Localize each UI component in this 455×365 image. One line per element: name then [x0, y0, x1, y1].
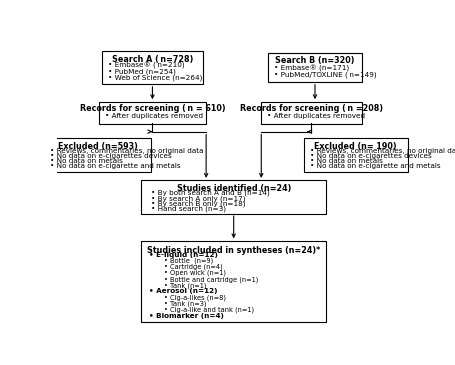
Text: Studies identified (n=24): Studies identified (n=24)	[176, 184, 290, 193]
FancyBboxPatch shape	[98, 101, 206, 124]
Text: Search A ( n=728): Search A ( n=728)	[111, 55, 192, 64]
Text: • Embase® (n=171): • Embase® (n=171)	[273, 65, 348, 72]
Text: • After duplicates removed: • After duplicates removed	[266, 113, 364, 119]
FancyBboxPatch shape	[44, 138, 151, 172]
Text: • After duplicates removed: • After duplicates removed	[105, 113, 202, 119]
Text: Excluded (n= 190): Excluded (n= 190)	[313, 142, 396, 151]
Text: Excluded (n=593): Excluded (n=593)	[58, 142, 137, 151]
FancyBboxPatch shape	[141, 241, 326, 322]
Text: • Hand search (n=3): • Hand search (n=3)	[151, 205, 226, 212]
Text: • PubMed/TOXLINE ( n=149): • PubMed/TOXLINE ( n=149)	[273, 72, 375, 78]
FancyBboxPatch shape	[303, 138, 407, 172]
Text: • Reviews, commentaries, no original data: • Reviews, commentaries, no original dat…	[309, 147, 455, 154]
Text: Search B (n=320): Search B (n=320)	[275, 57, 354, 65]
Text: • Open wick (n=1): • Open wick (n=1)	[163, 270, 225, 277]
Text: • PubMed (n=254): • PubMed (n=254)	[108, 68, 175, 75]
Text: Records for screening ( n = 610): Records for screening ( n = 610)	[80, 104, 225, 113]
Text: • No data on e-cigarettes devices: • No data on e-cigarettes devices	[309, 153, 430, 159]
Text: • Aerosol (n=12): • Aerosol (n=12)	[149, 288, 217, 294]
Text: • Bottle and cartridge (n=1): • Bottle and cartridge (n=1)	[163, 276, 258, 283]
FancyBboxPatch shape	[268, 53, 361, 82]
Text: • Embase® ( n=210): • Embase® ( n=210)	[108, 62, 184, 69]
Text: • No data on e-cigarette and metals: • No data on e-cigarette and metals	[309, 163, 439, 169]
FancyBboxPatch shape	[102, 51, 202, 84]
Text: Records for screening ( n =208): Records for screening ( n =208)	[239, 104, 382, 113]
Text: • Bottle  (n=9): • Bottle (n=9)	[163, 258, 212, 264]
Text: • E-liquid (n=12): • E-liquid (n=12)	[149, 252, 217, 258]
Text: • By both search A and B (n=14): • By both search A and B (n=14)	[151, 190, 269, 196]
Text: • By search A only (n=17): • By search A only (n=17)	[151, 195, 245, 201]
Text: • Cig-a-likes (n=8): • Cig-a-likes (n=8)	[163, 294, 225, 301]
Text: Studies included in syntheses (n=24)*: Studies included in syntheses (n=24)*	[147, 246, 319, 255]
Text: • Tank (n=3): • Tank (n=3)	[163, 300, 206, 307]
FancyBboxPatch shape	[261, 101, 361, 124]
Text: • Reviews, commentaries, no original data: • Reviews, commentaries, no original dat…	[50, 147, 203, 154]
Text: • No data on metals: • No data on metals	[50, 158, 122, 164]
Text: • No data on e-cigarettes devices: • No data on e-cigarettes devices	[50, 153, 171, 159]
Text: • No data on e-cigarette and metals: • No data on e-cigarette and metals	[50, 163, 180, 169]
Text: • By search B only (n=18): • By search B only (n=18)	[151, 200, 245, 207]
Text: • Cartridge (n=4): • Cartridge (n=4)	[163, 264, 222, 270]
Text: • Tank (n=1): • Tank (n=1)	[163, 282, 206, 289]
Text: • No data on metals: • No data on metals	[309, 158, 382, 164]
Text: • Biomarker (n=4): • Biomarker (n=4)	[149, 312, 223, 319]
Text: • Cig-a-like and tank (n=1): • Cig-a-like and tank (n=1)	[163, 307, 253, 313]
FancyBboxPatch shape	[141, 180, 326, 214]
Text: • Web of Science (n=264): • Web of Science (n=264)	[108, 75, 202, 81]
